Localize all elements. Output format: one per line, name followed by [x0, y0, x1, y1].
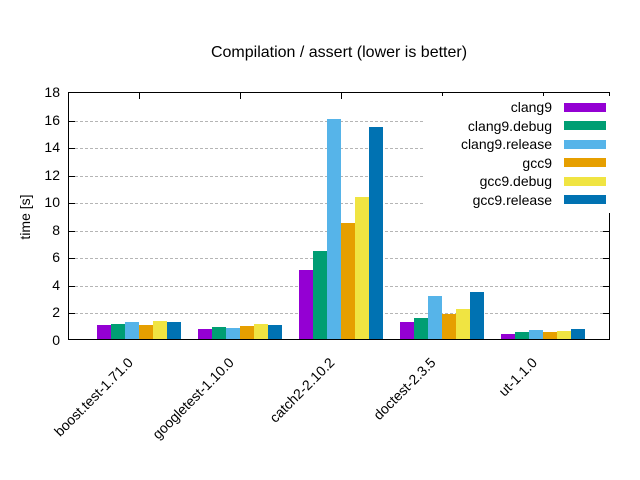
bar-clang9: [501, 334, 515, 339]
legend-label: gcc9.release: [472, 191, 552, 208]
legend-row: clang9.debug: [424, 117, 606, 136]
bar-gcc9.release: [369, 126, 383, 339]
y-axis-label: time [s]: [17, 194, 33, 240]
bar-clang9.release: [327, 118, 341, 339]
bar-gcc9.debug: [456, 309, 470, 339]
legend-swatch: [564, 102, 606, 112]
y-tick-mark: [69, 175, 75, 177]
y-tick-label: 18: [44, 84, 60, 100]
bar-gcc9: [543, 332, 557, 339]
x-category-label: boost.test-1.71.0: [50, 354, 136, 440]
y-tick-mark: [69, 285, 75, 287]
x-tick-mark: [240, 93, 241, 99]
y-tick-mark: [603, 258, 609, 260]
x-tick-mark: [139, 93, 140, 99]
y-tick-label: 14: [44, 139, 60, 156]
y-tick-mark: [69, 148, 75, 150]
y-tick-mark: [69, 258, 75, 260]
y-tick-label: 2: [52, 304, 60, 321]
y-tick-mark: [603, 230, 609, 232]
legend-swatch: [564, 139, 606, 149]
legend-row: clang9: [424, 98, 606, 117]
bar-clang9.debug: [212, 326, 226, 339]
bar-clang9: [198, 328, 212, 339]
y-tick-label: 12: [44, 166, 60, 183]
y-tick-label: 8: [52, 221, 60, 238]
y-tick-mark: [69, 120, 75, 122]
bar-clang9.release: [428, 296, 442, 339]
y-tick-mark: [603, 313, 609, 315]
legend-swatch: [564, 158, 606, 168]
x-category-label: ut-1.1.0: [494, 354, 540, 400]
bar-clang9: [299, 270, 313, 339]
legend-row: gcc9.release: [424, 191, 606, 210]
bar-gcc9.debug: [254, 323, 268, 339]
bar-gcc9.release: [268, 325, 282, 339]
y-tick-mark: [603, 285, 609, 287]
bar-clang9.debug: [313, 250, 327, 339]
y-tick-label: 10: [44, 194, 60, 211]
bar-gcc9.debug: [153, 321, 167, 339]
bar-gcc9.debug: [557, 330, 571, 339]
legend-label: clang9.debug: [467, 117, 552, 134]
bar-gcc9.debug: [355, 197, 369, 339]
y-tick-mark: [69, 230, 75, 232]
legend-swatch: [564, 195, 606, 205]
bar-gcc9.release: [470, 292, 484, 339]
legend-label: gcc9.debug: [479, 173, 552, 190]
y-tick-label: 0: [52, 332, 60, 348]
legend-swatch: [564, 176, 606, 186]
x-category-label: googletest-1.10.0: [148, 354, 237, 443]
bar-clang9: [400, 321, 414, 339]
y-tick-mark: [69, 203, 75, 205]
legend-label: clang9: [510, 99, 552, 116]
chart-title: Compilation / assert (lower is better): [210, 44, 468, 61]
bar-gcc9: [240, 325, 254, 339]
bar-clang9.debug: [515, 332, 529, 339]
bar-clang9: [97, 325, 111, 339]
y-tick-label: 6: [52, 249, 60, 266]
x-category-label: doctest-2.3.5: [370, 354, 439, 423]
legend-row: gcc9: [424, 154, 606, 173]
bar-gcc9: [442, 314, 456, 339]
legend-row: gcc9.debug: [424, 172, 606, 191]
x-category-label: catch2-2.10.2: [266, 354, 338, 426]
bar-gcc9: [341, 223, 355, 339]
bar-clang9.release: [529, 330, 543, 339]
legend-row: clang9.release: [424, 135, 606, 154]
y-tick-label: 4: [52, 276, 60, 293]
bar-clang9.debug: [111, 323, 125, 339]
legend-swatch: [564, 121, 606, 131]
y-tick-mark: [69, 313, 75, 315]
bar-gcc9.release: [571, 328, 585, 339]
bar-gcc9.release: [167, 322, 181, 339]
y-tick-label: 16: [44, 111, 60, 128]
legend: clang9 clang9.debug clang9.release gcc9 gcc9…: [424, 96, 610, 213]
legend-label: clang9.release: [460, 136, 552, 153]
legend-label: gcc9: [522, 154, 552, 171]
bar-clang9.debug: [414, 318, 428, 339]
bar-clang9.release: [226, 327, 240, 339]
bar-gcc9: [139, 324, 153, 339]
x-tick-mark: [341, 93, 342, 99]
bar-clang9.release: [125, 321, 139, 339]
